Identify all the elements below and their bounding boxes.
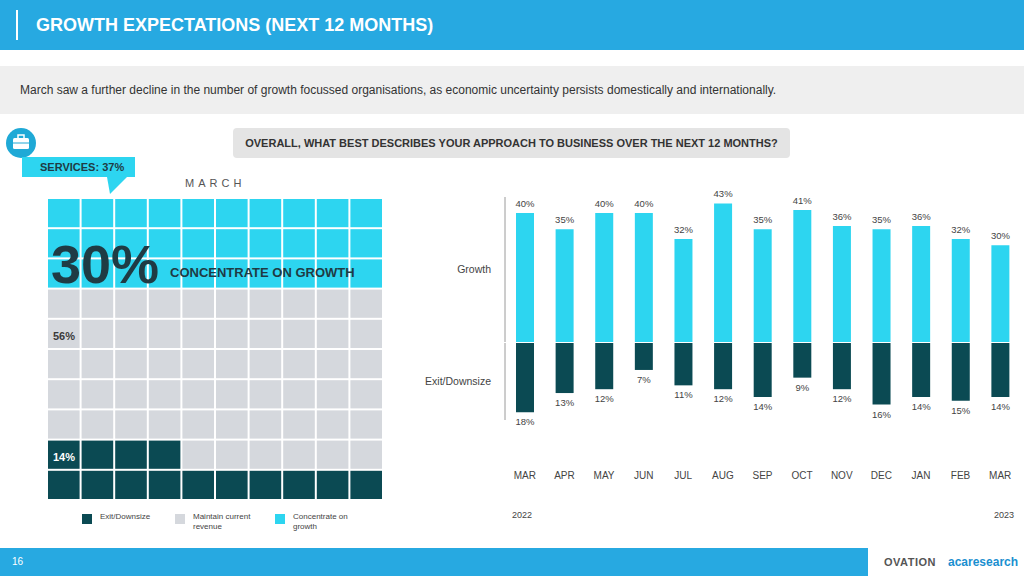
- svg-text:18%: 18%: [515, 416, 535, 427]
- svg-text:JUL: JUL: [674, 470, 692, 481]
- svg-text:MAY: MAY: [594, 470, 615, 481]
- html-text:acaresearch: acaresearch: [948, 555, 1019, 569]
- svg-text:35%: 35%: [753, 214, 773, 225]
- html-text:2022: 2022: [512, 510, 532, 520]
- svg-text:35%: 35%: [872, 214, 892, 225]
- svg-text:13%: 13%: [555, 397, 575, 408]
- svg-text:36%: 36%: [832, 211, 852, 222]
- svg-text:14%: 14%: [53, 451, 75, 463]
- svg-text:Exit/Downsize: Exit/Downsize: [425, 375, 491, 387]
- svg-text:SEP: SEP: [752, 470, 772, 481]
- svg-text:MAR: MAR: [989, 470, 1011, 481]
- svg-text:40%: 40%: [595, 198, 615, 209]
- svg-text:16%: 16%: [872, 409, 892, 420]
- html-text:SERVICES: 37%: SERVICES: 37%: [40, 161, 125, 173]
- svg-text:30%: 30%: [991, 230, 1011, 241]
- svg-text:43%: 43%: [714, 188, 734, 199]
- html-text:OVERALL, WHAT BEST DESCRIBES Y: OVERALL, WHAT BEST DESCRIBES YOUR APPROA…: [245, 137, 778, 149]
- svg-text:41%: 41%: [793, 195, 813, 206]
- svg-text:56%: 56%: [53, 330, 75, 342]
- svg-text:DEC: DEC: [871, 470, 892, 481]
- svg-text:14%: 14%: [912, 401, 932, 412]
- svg-text:32%: 32%: [674, 224, 694, 235]
- svg-text:CONCENTRATE ON GROWTH: CONCENTRATE ON GROWTH: [170, 265, 355, 280]
- html-text:OVATION: OVATION: [884, 556, 936, 568]
- html-text:March saw a further decline in: March saw a further decline in the numbe…: [20, 83, 777, 97]
- svg-text:12%: 12%: [595, 393, 615, 404]
- svg-text:7%: 7%: [637, 374, 651, 385]
- svg-text:36%: 36%: [912, 211, 932, 222]
- html-text:16: 16: [12, 556, 24, 567]
- svg-text:40%: 40%: [634, 198, 654, 209]
- svg-text:40%: 40%: [515, 198, 535, 209]
- svg-text:NOV: NOV: [831, 470, 853, 481]
- svg-text:35%: 35%: [555, 214, 575, 225]
- svg-text:JUN: JUN: [634, 470, 653, 481]
- html-text:Concentrate on growth: Concentrate on growth: [293, 512, 348, 531]
- svg-text:FEB: FEB: [951, 470, 971, 481]
- svg-text:14%: 14%: [753, 401, 773, 412]
- html-text:2023: 2023: [994, 510, 1014, 520]
- svg-text:12%: 12%: [832, 393, 852, 404]
- svg-text:OCT: OCT: [792, 470, 813, 481]
- html-text:Exit/Downsize: Exit/Downsize: [100, 512, 151, 521]
- svg-text:Growth: Growth: [457, 263, 491, 275]
- svg-text:30%: 30%: [51, 234, 159, 294]
- svg-text:9%: 9%: [795, 382, 809, 393]
- svg-text:14%: 14%: [991, 401, 1011, 412]
- html-text:MARCH: MARCH: [185, 177, 246, 189]
- html-text:Maintain current revenue: Maintain current revenue: [193, 512, 251, 531]
- svg-text:JAN: JAN: [912, 470, 931, 481]
- svg-text:12%: 12%: [714, 393, 734, 404]
- html-text:GROWTH EXPECTATIONS (NEXT 12 M: GROWTH EXPECTATIONS (NEXT 12 MONTHS): [36, 15, 434, 35]
- svg-text:15%: 15%: [951, 405, 971, 416]
- svg-text:11%: 11%: [674, 389, 693, 400]
- svg-text:MAR: MAR: [514, 470, 536, 481]
- svg-text:APR: APR: [554, 470, 575, 481]
- svg-text:32%: 32%: [951, 224, 971, 235]
- svg-text:AUG: AUG: [712, 470, 734, 481]
